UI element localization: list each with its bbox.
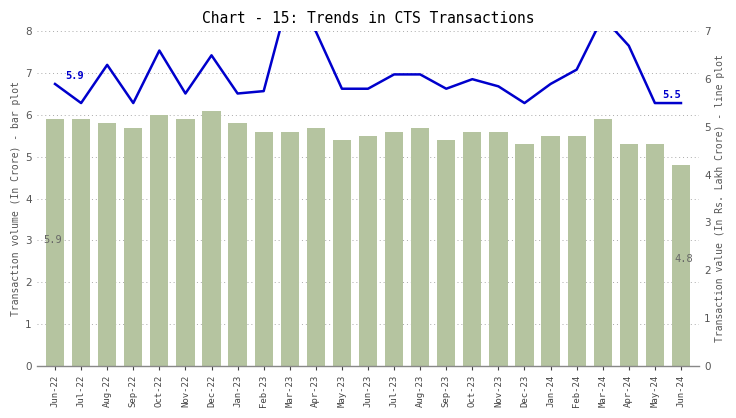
Bar (150, 115, 169, 366)
Bar (202, 111, 221, 366)
Text: 5.5: 5.5 (662, 90, 682, 100)
Bar (515, 144, 534, 366)
Bar (333, 140, 351, 366)
Bar (645, 144, 664, 366)
Y-axis label: Transaction value (In Rs. Lakh Crore) - line plot: Transaction value (In Rs. Lakh Crore) - … (715, 55, 725, 342)
Bar (385, 132, 403, 366)
Bar (411, 127, 429, 366)
Bar (489, 132, 508, 366)
Bar (228, 123, 247, 366)
Text: 4.8: 4.8 (674, 254, 693, 264)
Bar (280, 132, 299, 366)
Bar (72, 119, 91, 366)
Bar (672, 165, 690, 366)
Y-axis label: Transaction volume (In Crore) - bar plot: Transaction volume (In Crore) - bar plot (11, 81, 21, 316)
Bar (437, 140, 456, 366)
Bar (567, 136, 586, 366)
Bar (542, 136, 559, 366)
Text: 5.9: 5.9 (43, 235, 62, 245)
Text: 5.9: 5.9 (66, 71, 84, 81)
Bar (124, 127, 142, 366)
Bar (177, 119, 194, 366)
Bar (463, 132, 481, 366)
Bar (46, 119, 64, 366)
Bar (255, 132, 273, 366)
Bar (98, 123, 116, 366)
Bar (620, 144, 638, 366)
Bar (594, 119, 612, 366)
Bar (307, 127, 325, 366)
Bar (359, 136, 377, 366)
Title: Chart - 15: Trends in CTS Transactions: Chart - 15: Trends in CTS Transactions (202, 11, 534, 26)
